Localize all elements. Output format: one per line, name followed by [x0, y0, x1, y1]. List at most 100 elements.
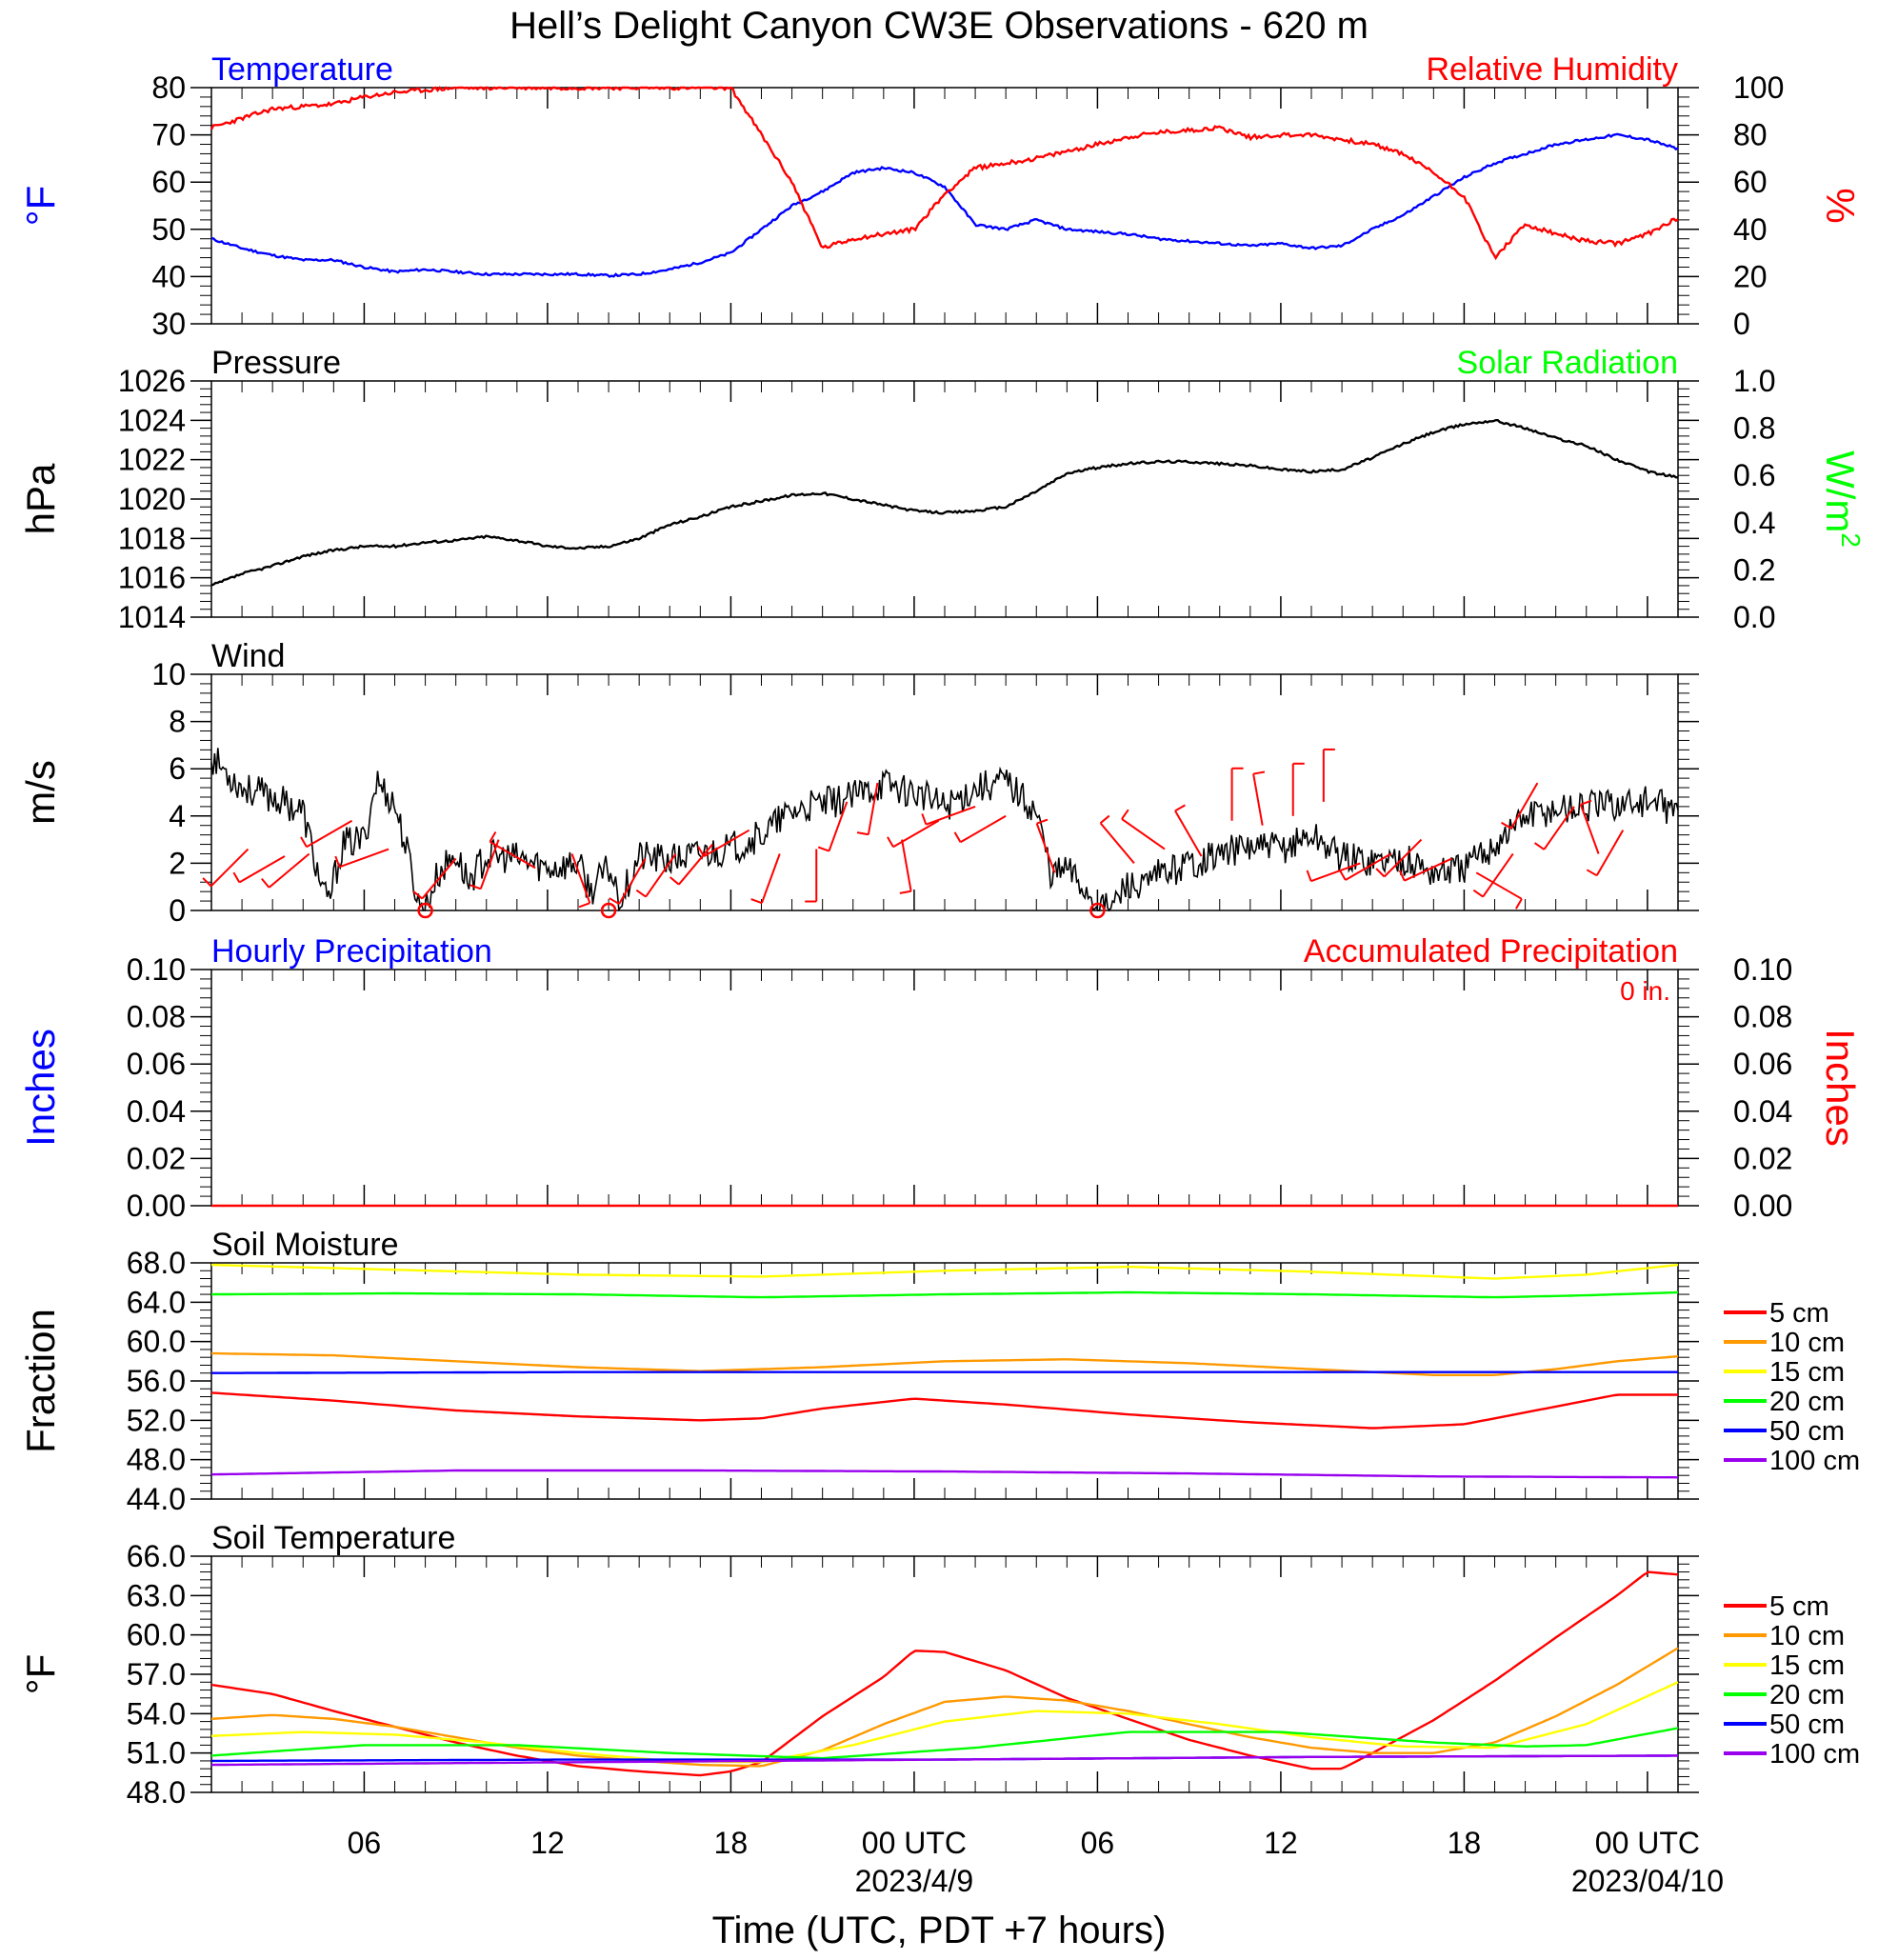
wind-barb — [470, 839, 500, 890]
y-tick-label-left: 6 — [169, 751, 186, 786]
y-tick-label-left: 64.0 — [127, 1285, 186, 1319]
y-tick-label-left: 48.0 — [127, 1443, 186, 1477]
y-tick-label-left: 1018 — [118, 521, 186, 555]
plot-frame — [210, 380, 1679, 618]
wind-barb-flag — [261, 877, 270, 889]
panel-title-right: Solar Radiation — [1457, 345, 1678, 381]
wind-barb-staff — [1595, 830, 1625, 876]
y-tick-label-left: 0.10 — [127, 952, 186, 987]
y-tick-label-left: 50 — [151, 212, 186, 247]
y-tick-label-right: 0 — [1733, 307, 1750, 341]
wind-barb-flag — [202, 877, 212, 888]
legend-label: 100 cm — [1769, 1446, 1860, 1476]
series-line-10-cm — [211, 1351, 1679, 1376]
wind-barb — [1533, 806, 1575, 850]
panel-soil_moisture: 44.0 48.0 52.0 56.0 60.0 64.0 68.0 Soil Moistur… — [18, 1227, 1860, 1516]
wind-barb-flag — [856, 831, 869, 836]
plot-frame — [210, 1262, 1679, 1500]
wind-barb-staff — [1579, 804, 1600, 854]
series-line-15-cm — [210, 1681, 1679, 1764]
series-line-100-cm — [210, 1469, 1679, 1479]
wind-barb — [300, 819, 353, 849]
y-tick-label-left: 63.0 — [127, 1578, 186, 1612]
y-tick-label-left: 1024 — [118, 403, 186, 437]
y-tick-label-right: 0.06 — [1733, 1047, 1792, 1081]
y-tick-label-left: 0.00 — [127, 1189, 186, 1223]
y-tick-label-right: 0.10 — [1733, 952, 1792, 987]
wind-barb-staff — [618, 857, 647, 905]
legend-label: 50 cm — [1769, 1416, 1845, 1447]
wind-barb — [1579, 799, 1600, 854]
plot-frame — [210, 87, 1679, 325]
x-tick-label: 12 — [530, 1826, 565, 1860]
y-tick-label-left: 1022 — [118, 443, 186, 477]
wind-barb — [232, 855, 286, 884]
y-tick-label-left: 57.0 — [127, 1657, 186, 1691]
panel-title-left: Wind — [211, 638, 285, 674]
wind-barb-flag — [1375, 868, 1386, 878]
x-tick-label: 18 — [1448, 1826, 1482, 1860]
wind-barb-flag — [1099, 814, 1110, 825]
wind-barb-staff — [238, 855, 286, 884]
y-tick-label-right: 80 — [1733, 118, 1768, 152]
wind-barb-staff — [828, 801, 849, 851]
wind-barb — [921, 805, 976, 826]
y-tick-label-left: 56.0 — [127, 1364, 186, 1398]
wind-barb-flag — [578, 902, 590, 909]
y-axis-label-right: W/m2 — [1818, 450, 1866, 548]
wind-barb-flag — [1398, 870, 1406, 882]
wind-barb-flag — [412, 890, 423, 900]
wind-barb — [489, 830, 536, 870]
wind-barb — [202, 848, 250, 888]
x-tick-date: 2023/04/10 — [1571, 1864, 1724, 1898]
series-line-pressure — [210, 419, 1679, 587]
wind-barb — [805, 849, 818, 903]
wind-barb — [899, 839, 912, 894]
wind-barb-staff — [1121, 818, 1166, 850]
series-line-20-cm — [210, 1727, 1679, 1760]
wind-barb — [953, 814, 1007, 844]
y-axis-label-right: % — [1818, 188, 1863, 223]
series-line-100-cm — [210, 1754, 1678, 1767]
wind-barb-staff — [926, 805, 976, 826]
legend-label: 5 cm — [1769, 1298, 1829, 1329]
wind-barb-flag — [1586, 869, 1598, 877]
wind-barb-staff — [901, 839, 912, 891]
wind-barb-staff — [1475, 871, 1523, 900]
y-axis-label-left: °F — [18, 1654, 63, 1694]
plot-frame — [210, 673, 1679, 911]
wind-barb-staff — [678, 843, 713, 886]
panel-title-left: Soil Temperature — [211, 1520, 455, 1556]
wind-barb — [856, 782, 879, 836]
series-line-10-cm — [210, 1647, 1679, 1768]
wind-barb-staff — [760, 853, 781, 904]
series-line-relative-humidity — [210, 86, 1679, 261]
y-tick-label-right: 60 — [1733, 165, 1768, 199]
wind-barb-flag — [232, 871, 241, 883]
wind-barb-flag — [489, 830, 497, 843]
series-line-15-cm — [210, 1263, 1679, 1280]
wind-barb-staff — [1035, 823, 1056, 873]
wind-barb-staff — [339, 848, 390, 869]
wind-barb-staff — [570, 853, 591, 904]
y-tick-label-left: 54.0 — [127, 1696, 186, 1730]
wind-barb-flag — [1338, 870, 1347, 881]
y-tick-label-right: 0.8 — [1733, 411, 1775, 446]
wind-barb-staff — [1510, 782, 1539, 830]
wind-barb-flag — [300, 836, 308, 848]
wind-barb-flag — [669, 876, 680, 886]
legend-label: 100 cm — [1769, 1739, 1860, 1770]
wind-barb-staff — [268, 852, 310, 889]
wind-barb-flag — [1472, 889, 1484, 898]
x-axis: 06 12 18 00 UTC 2023/4/9 06 12 18 00 UTC 2023/04/… — [348, 1826, 1724, 1898]
wind-barb-staff — [1345, 852, 1391, 881]
wind-barb-flag — [1036, 818, 1049, 825]
y-tick-label-left: 60 — [151, 165, 186, 199]
y-tick-label-left: 52.0 — [127, 1403, 186, 1437]
y-tick-label-left: 70 — [151, 118, 186, 152]
y-tick-label-left: 0.08 — [127, 1000, 186, 1034]
wind-barb — [1035, 818, 1056, 873]
